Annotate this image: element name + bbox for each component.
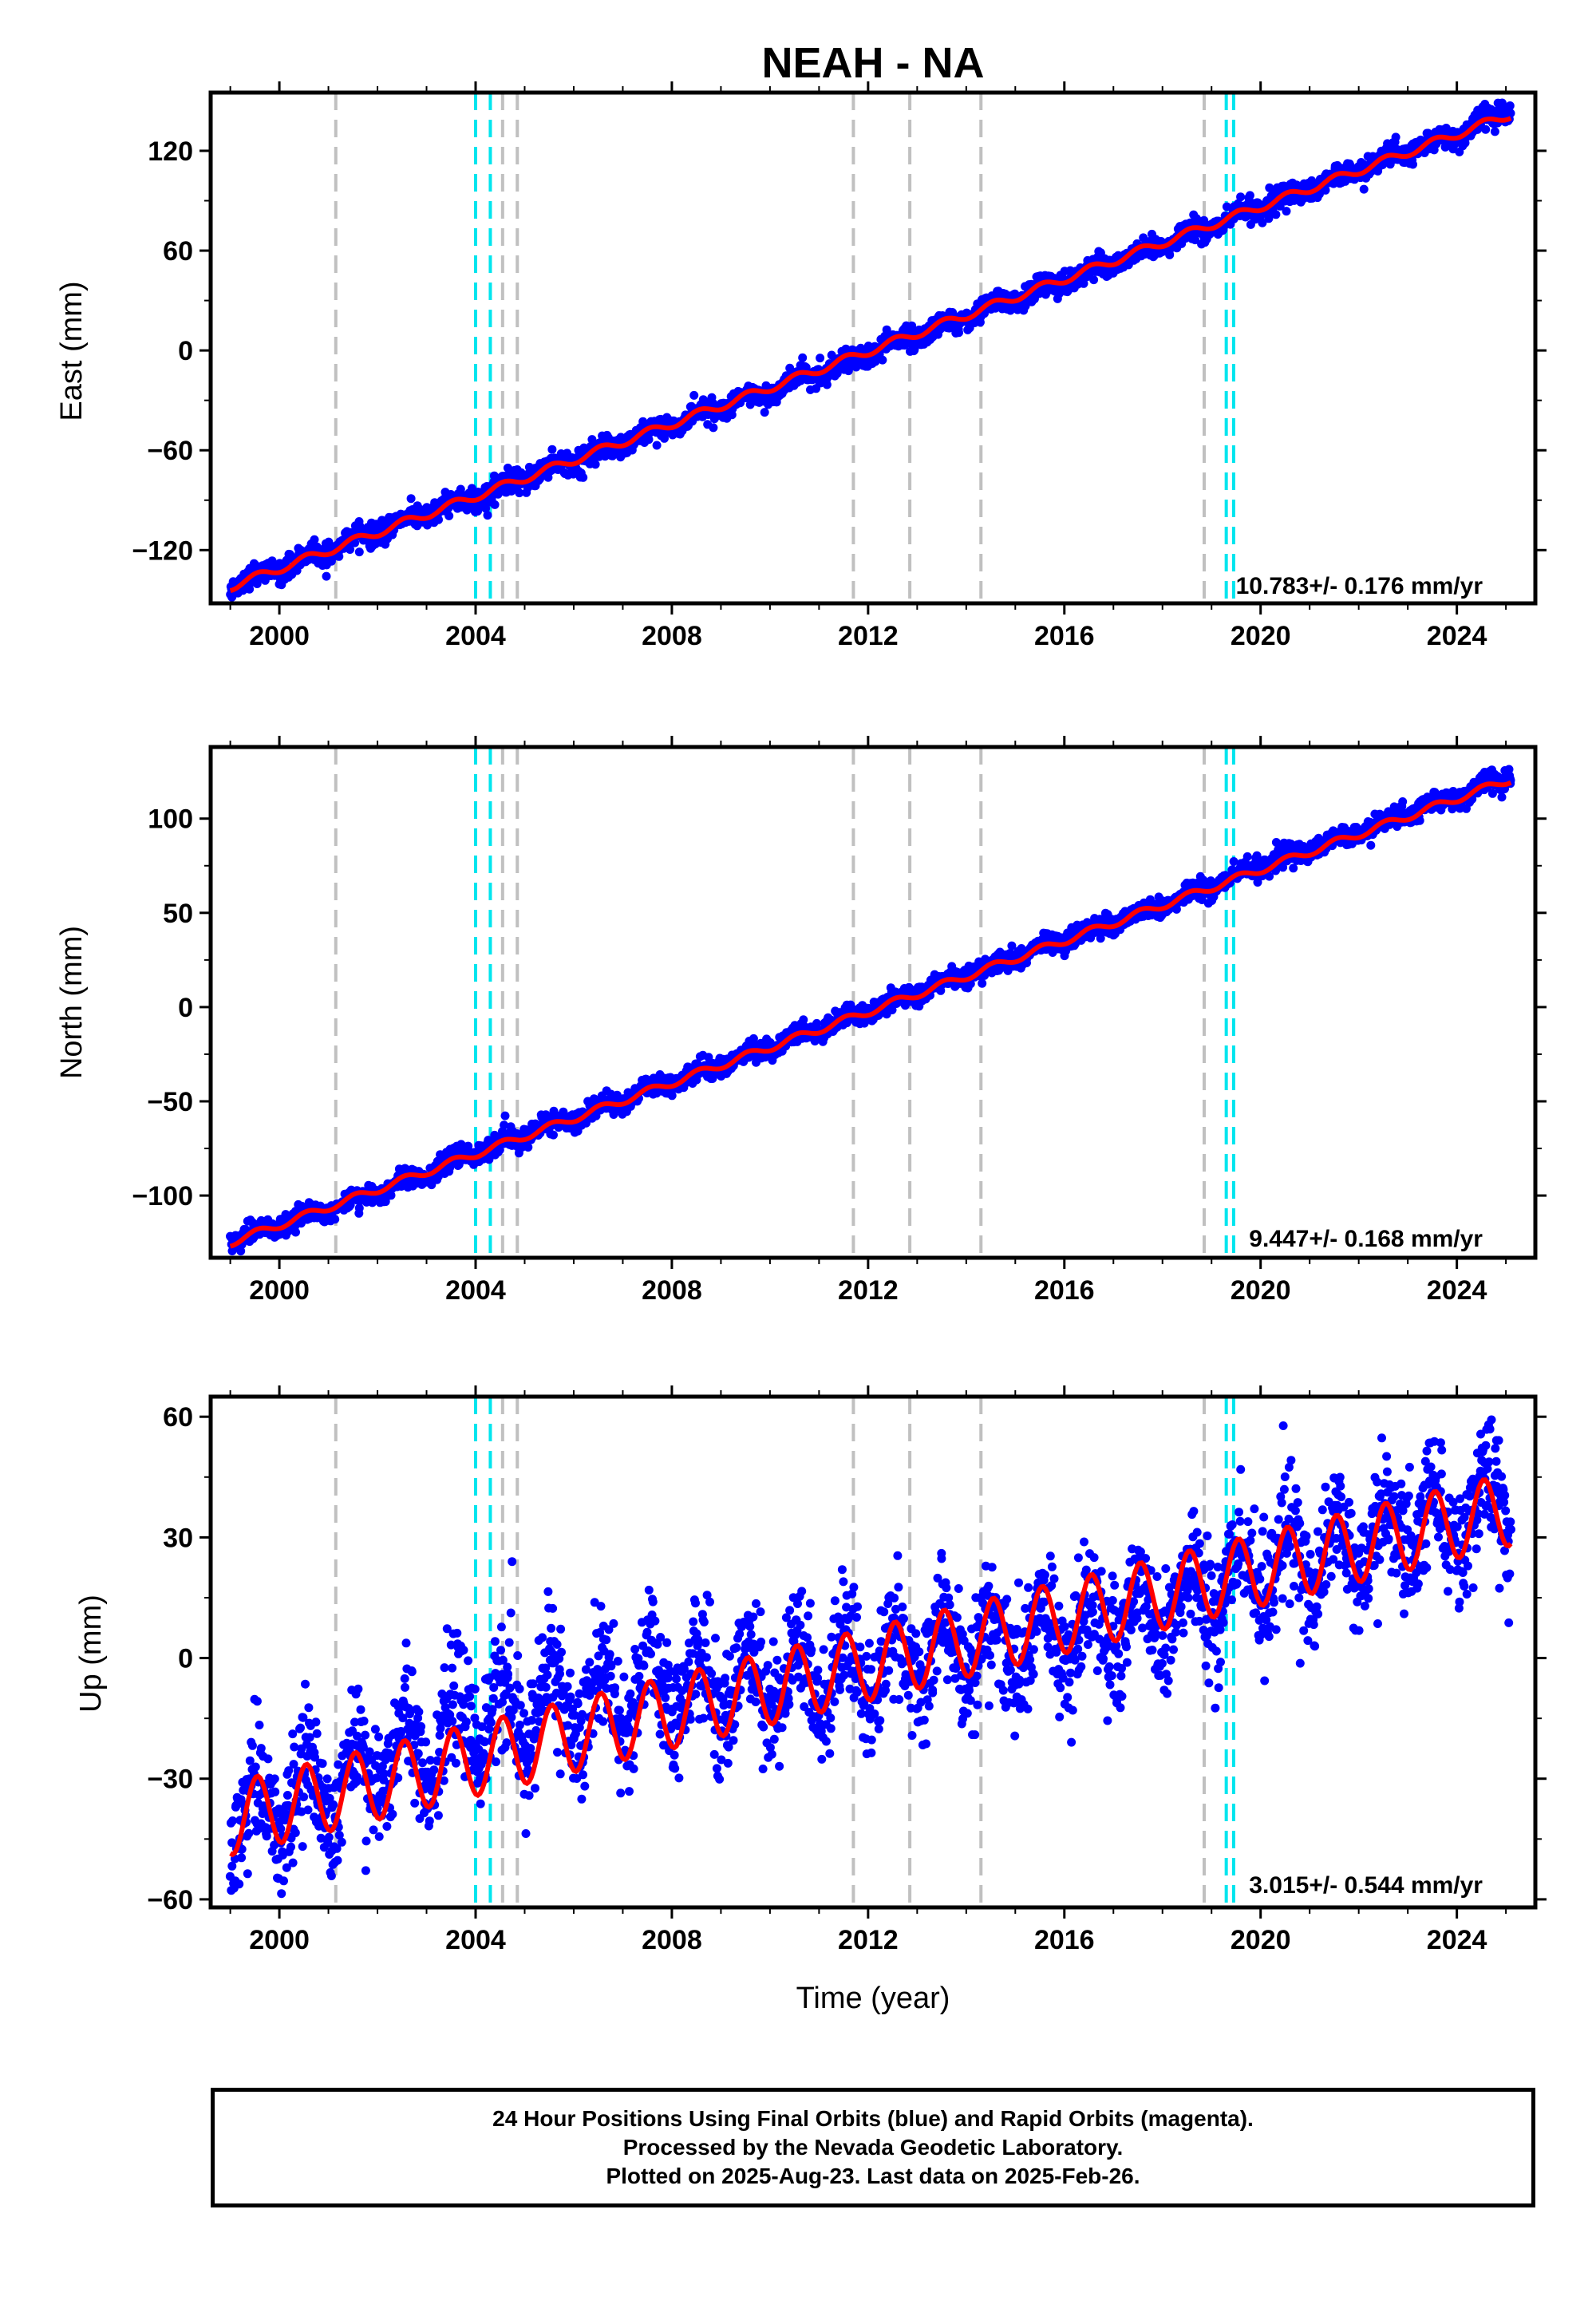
north-panel: North (mm) 9.447+/- 0.168 mm/yr −100−500… bbox=[55, 736, 1547, 1306]
east-y-tick-label: 60 bbox=[163, 236, 193, 267]
east-model-line bbox=[229, 116, 1512, 594]
east-data-point bbox=[1222, 202, 1231, 211]
east-data-point bbox=[822, 380, 832, 389]
east-data-point bbox=[1236, 192, 1246, 202]
east-data-point bbox=[1505, 101, 1515, 110]
north-data-point bbox=[609, 1110, 618, 1119]
east-data-point bbox=[1258, 218, 1267, 227]
east-y-axis-label: East (mm) bbox=[55, 281, 89, 421]
east-data-point bbox=[1391, 132, 1400, 142]
east-data-point bbox=[1089, 275, 1099, 285]
north-rate-label: 9.447+/- 0.168 mm/yr bbox=[1249, 1226, 1483, 1252]
north-plot-area bbox=[226, 747, 1515, 1258]
east-data-point bbox=[591, 460, 600, 469]
east-data-points bbox=[226, 98, 1515, 602]
east-data-point bbox=[709, 423, 718, 433]
north-data-point bbox=[330, 1215, 340, 1224]
east-data-point bbox=[587, 435, 597, 445]
east-data-point bbox=[878, 355, 887, 365]
east-data-point bbox=[689, 390, 699, 400]
east-data-point bbox=[760, 408, 769, 417]
east-data-point bbox=[1165, 250, 1175, 259]
east-data-point bbox=[322, 571, 331, 581]
east-rate-label: 10.783+/- 0.176 mm/yr bbox=[1236, 573, 1483, 599]
east-data-point bbox=[1497, 98, 1507, 108]
east-data-point bbox=[1321, 185, 1330, 195]
north-data-point bbox=[1242, 852, 1252, 861]
east-data-point bbox=[406, 494, 416, 504]
east-plot-frame bbox=[208, 90, 1538, 606]
east-data-point bbox=[444, 511, 454, 520]
east-data-point bbox=[434, 515, 443, 524]
east-data-point bbox=[483, 511, 492, 520]
east-data-point bbox=[1005, 306, 1015, 315]
east-data-point bbox=[1245, 191, 1254, 200]
north-data-point bbox=[1229, 857, 1238, 866]
north-data-point bbox=[799, 1015, 808, 1025]
east-data-point bbox=[827, 350, 836, 360]
east-data-point bbox=[1271, 210, 1281, 219]
east-x-tick-label: 2008 bbox=[642, 621, 702, 651]
east-data-point bbox=[515, 488, 524, 498]
east-data-point bbox=[798, 353, 808, 362]
east-data-point bbox=[245, 584, 255, 594]
east-x-tick-label: 2004 bbox=[445, 621, 506, 651]
east-data-point bbox=[1506, 109, 1515, 118]
east-data-point bbox=[493, 489, 503, 499]
north-data-point bbox=[236, 1247, 246, 1256]
east-data-point bbox=[547, 445, 557, 454]
north-data-point bbox=[500, 1120, 509, 1130]
east-y-tick-label: 0 bbox=[178, 336, 193, 366]
east-data-point bbox=[1079, 279, 1088, 288]
north-y-axis-label: North (mm) bbox=[55, 926, 89, 1079]
east-x-tick-label: 2016 bbox=[1034, 621, 1095, 651]
north-data-point bbox=[549, 1130, 558, 1140]
east-plot-area bbox=[226, 93, 1515, 603]
north-data-point bbox=[386, 1191, 396, 1200]
east-data-point bbox=[1359, 184, 1369, 194]
east-data-point bbox=[1329, 179, 1338, 188]
east-data-point bbox=[954, 328, 963, 338]
east-data-point bbox=[1490, 127, 1499, 136]
north-data-points bbox=[226, 765, 1515, 1256]
east-data-point bbox=[490, 500, 500, 509]
east-data-point bbox=[1191, 235, 1200, 245]
east-x-tick-label: 2012 bbox=[838, 621, 899, 651]
east-data-point bbox=[334, 551, 344, 561]
north-data-point bbox=[1289, 864, 1298, 873]
east-panel: East (mm) 10.783+/- 0.176 mm/yr −120 −60 0… bbox=[55, 81, 1547, 651]
east-x-tick-label: 2020 bbox=[1231, 621, 1291, 651]
north-data-point bbox=[500, 1111, 510, 1120]
east-y-tick-label: −120 bbox=[132, 536, 193, 566]
east-data-point bbox=[579, 472, 588, 482]
north-data-point bbox=[978, 978, 987, 988]
east-x-tick-label: 2000 bbox=[249, 621, 310, 651]
east-data-point bbox=[1264, 214, 1274, 223]
east-y-tick-label: 120 bbox=[148, 136, 193, 167]
east-data-point bbox=[652, 441, 662, 450]
east-data-point bbox=[354, 547, 364, 557]
east-data-point bbox=[1408, 160, 1417, 169]
north-data-point bbox=[667, 1091, 677, 1101]
east-data-point bbox=[644, 435, 654, 445]
north-data-point bbox=[354, 1203, 364, 1213]
east-data-point bbox=[1481, 124, 1491, 134]
east-data-point bbox=[660, 433, 669, 443]
east-x-tick-label: 2024 bbox=[1427, 621, 1487, 651]
north-data-point bbox=[291, 1227, 300, 1237]
east-data-point bbox=[816, 354, 825, 363]
north-data-point bbox=[523, 1143, 533, 1152]
east-y-tick-label: −60 bbox=[147, 436, 193, 466]
east-data-point bbox=[1282, 207, 1291, 216]
east-data-point bbox=[310, 535, 319, 544]
east-data-point bbox=[346, 545, 355, 554]
east-data-point bbox=[252, 579, 262, 588]
figure-title: NEAH - NA bbox=[762, 39, 985, 87]
